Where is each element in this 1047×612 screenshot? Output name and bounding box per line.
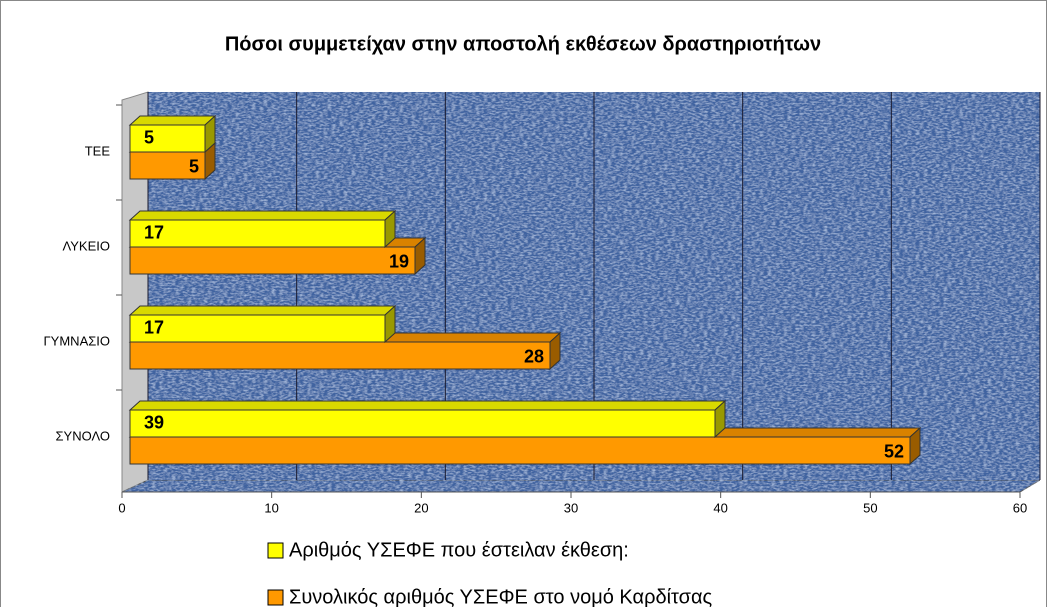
y-tick-label: ΓΥΜΝΑΣΙΟ	[44, 333, 110, 348]
x-tick-label: 30	[564, 500, 578, 515]
legend-label: Συνολικός αριθμός ΥΣΕΦΕ στο νομό Καρδίτσ…	[289, 586, 713, 607]
bar-top	[128, 210, 397, 221]
y-tick-label: ΣΥΝΟΛΟ	[56, 428, 111, 443]
bar	[128, 426, 922, 466]
x-tick-label: 40	[713, 500, 727, 515]
bar	[128, 304, 397, 344]
value-label: 52	[884, 441, 904, 461]
x-tick-label: 20	[414, 500, 428, 515]
bar-top	[128, 305, 397, 316]
value-label: 17	[144, 222, 164, 242]
value-label: 28	[524, 346, 544, 366]
x-tick-label: 10	[264, 500, 278, 515]
value-label: 19	[389, 251, 409, 271]
bar-front	[129, 409, 716, 438]
bar-front	[129, 219, 386, 248]
x-tick-label: 50	[863, 500, 877, 515]
bar-front	[129, 314, 386, 343]
bar-top	[128, 400, 727, 411]
y-tick-label: ΛΥΚΕΙΟ	[63, 238, 110, 253]
value-label: 5	[189, 156, 199, 176]
x-tick-label: 0	[118, 500, 125, 515]
bar	[128, 209, 397, 249]
bar-front	[129, 341, 551, 370]
bar-top	[128, 115, 217, 126]
bar	[128, 399, 727, 439]
legend-swatch	[267, 542, 284, 559]
floor	[121, 479, 1042, 493]
bar-front	[129, 124, 206, 153]
value-label: 5	[144, 127, 154, 147]
legend-swatch	[267, 589, 284, 606]
bar-front	[129, 246, 416, 275]
chart-title: Πόσοι συμμετείχαν στην αποστολή εκθέσεων…	[225, 33, 821, 55]
legend-label: Αριθμός ΥΣΕΦΕ που έστειλαν έκθεση:	[289, 539, 629, 561]
value-label: 17	[144, 317, 164, 337]
bar-front	[129, 436, 911, 465]
bar	[128, 114, 217, 154]
y-tick-label: ΤΕΕ	[85, 143, 111, 158]
x-tick-label: 60	[1013, 500, 1027, 515]
value-label: 39	[144, 412, 164, 432]
